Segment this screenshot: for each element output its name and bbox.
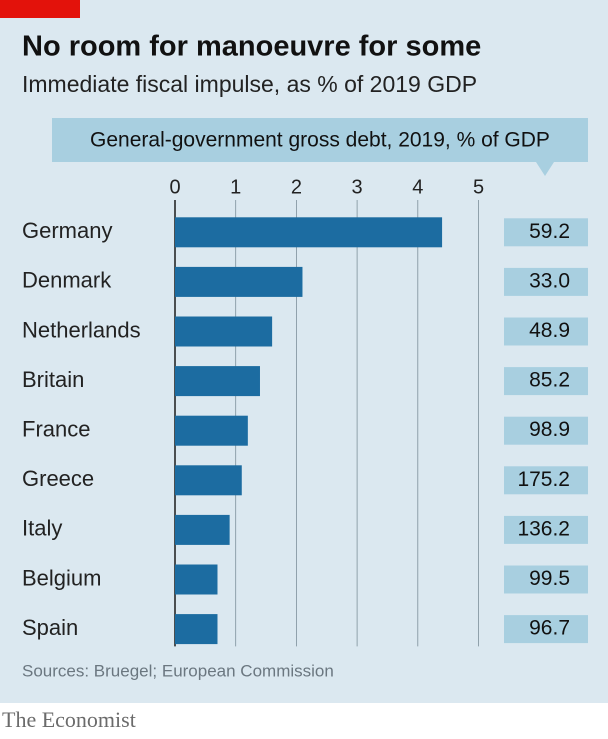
bar [175,366,260,397]
bar [175,217,443,248]
bar [175,614,218,645]
y-tick-label: Britain [22,367,84,392]
debt-label: 96.7 [529,617,570,640]
bar [175,465,242,496]
background [0,0,608,703]
debt-box [504,466,588,495]
chart-title: No room for manoeuvre for some [22,31,481,63]
x-tick-label: 5 [473,176,484,198]
debt-label: 136.2 [517,517,570,540]
x-tick-label: 3 [352,176,363,198]
debt-box [504,565,588,594]
debt-box [504,515,588,544]
bar [175,564,218,595]
debt-box [504,267,588,296]
x-tick-label: 4 [412,176,423,198]
bar [175,415,248,446]
debt-box [504,367,588,396]
table-title: General-government gross debt, 2019, % o… [90,129,550,152]
publisher: The Economist [2,707,136,732]
y-tick-label: Spain [22,615,78,640]
y-tick-label: Italy [22,516,62,541]
banner-pointer [536,162,554,176]
debt-label: 85.2 [529,369,570,392]
y-tick-label: Denmark [22,268,112,293]
debt-box [504,615,588,644]
debt-box [504,416,588,445]
y-tick-label: France [22,417,90,442]
x-tick-label: 1 [230,176,241,198]
debt-label: 175.2 [517,468,570,491]
debt-label: 98.9 [529,418,570,441]
x-tick-label: 0 [169,176,180,198]
y-tick-label: Belgium [22,565,101,590]
bar [175,514,230,545]
debt-box [504,218,588,247]
chart-subtitle: Immediate fiscal impulse, as % of 2019 G… [22,71,477,97]
debt-box [504,317,588,346]
source: Sources: Bruegel; European Commission [22,661,334,680]
table-banner [52,118,588,162]
debt-label: 33.0 [529,269,570,292]
bar [175,316,273,347]
y-tick-label: Netherlands [22,317,141,342]
debt-label: 59.2 [529,220,570,243]
red-tag [0,0,80,18]
bar [175,266,303,297]
debt-label: 48.9 [529,319,570,342]
y-tick-label: Greece [22,466,94,491]
x-tick-label: 2 [291,176,302,198]
debt-label: 99.5 [529,567,570,590]
y-tick-label: Germany [22,218,112,243]
